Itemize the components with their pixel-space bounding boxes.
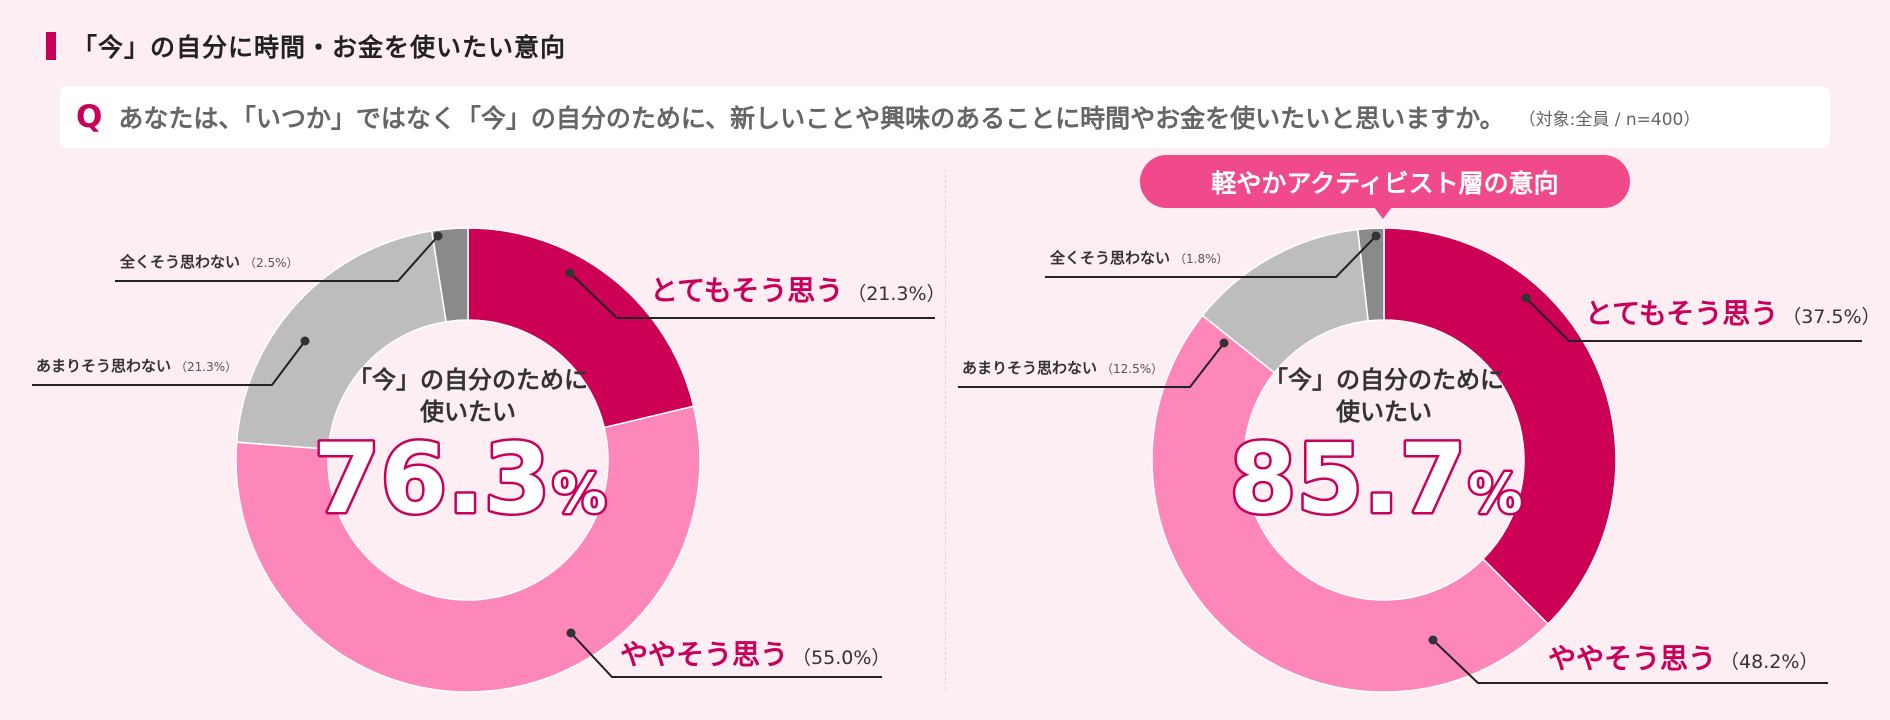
slice-label-value: （55.0%） <box>792 647 890 669</box>
center-label-line1: 「今」の自分のために <box>1264 366 1504 394</box>
slice-label-value: （21.3%） <box>175 360 237 374</box>
slice-label-name: ややそう思う <box>1548 642 1716 675</box>
leader-line-2 <box>1432 639 1828 684</box>
slice-label-name: とてもそう思う <box>650 274 843 307</box>
slice-label-value: （1.8%） <box>1174 252 1229 266</box>
question-mark: Q <box>76 99 103 135</box>
leader-line-3 <box>958 342 1225 388</box>
leader-dot-1 <box>565 268 575 278</box>
slice-label-3: あまりそう思わない （21.3%） <box>36 357 237 375</box>
slice-label-value: （21.3%） <box>847 283 945 305</box>
leader-line-2 <box>570 632 882 678</box>
center-label-line2: 使いたい <box>1335 398 1432 426</box>
slice-label-name: あまりそう思わない <box>36 357 171 375</box>
panel-divider <box>945 170 946 690</box>
section-title-text: 「今」の自分に時間・お金を使いたい意向 <box>72 33 567 62</box>
center-value-number: 76.3 <box>314 423 551 535</box>
slice-label-name: ややそう思う <box>620 638 788 671</box>
slice-label-4: 全くそう思わない （2.5%） <box>119 253 299 271</box>
slice-label-value: （12.5%） <box>1101 362 1163 376</box>
slice-label-value: （37.5%） <box>1782 306 1880 328</box>
donut-slice-3 <box>235 229 447 451</box>
donut-slice-4 <box>430 227 469 323</box>
leader-line-4 <box>1045 235 1377 278</box>
slice-label-2: ややそう思う （55.0%） <box>620 638 890 671</box>
segment-badge-label: 軽やかアクティビスト層の意向 <box>1211 168 1559 198</box>
center-value-unit: % <box>552 462 606 525</box>
center-value: 76.3% <box>314 423 607 535</box>
title-accent-bar <box>46 32 56 60</box>
donut-slice-1 <box>467 227 695 429</box>
leader-line-1 <box>1525 297 1862 342</box>
segment-badge-pointer <box>1374 207 1392 219</box>
question-note: （対象:全員 / n=400） <box>1518 109 1701 130</box>
slice-label-value: （2.5%） <box>244 256 299 270</box>
slice-label-name: 全くそう思わない <box>1049 249 1170 267</box>
center-value-unit: % <box>1468 462 1522 525</box>
leader-dot-2 <box>566 628 576 638</box>
donut-slice-2 <box>1151 314 1550 693</box>
leader-line-3 <box>32 340 306 386</box>
slice-label-value: （48.2%） <box>1720 651 1818 673</box>
segment-badge: 軽やかアクティビスト層の意向 <box>1140 155 1630 208</box>
leader-dot-2 <box>1428 635 1438 645</box>
slice-label-1: とてもそう思う （37.5%） <box>1585 297 1881 330</box>
slice-label-4: 全くそう思わない （1.8%） <box>1049 249 1229 267</box>
leader-dot-3 <box>1219 338 1229 348</box>
slice-label-name: あまりそう思わない <box>962 359 1097 377</box>
question-text: あなたは、「いつか」ではなく「今」の自分のために、新しいことや興味のあることに時… <box>118 104 1505 133</box>
slice-label-1: とてもそう思う （21.3%） <box>650 274 946 307</box>
leader-dot-4 <box>1371 231 1381 241</box>
donut-chart-1: とてもそう思う （21.3%）ややそう思う （55.0%）あまりそう思わない （21.… <box>32 227 946 693</box>
question-box: Q あなたは、「いつか」ではなく「今」の自分のために、新しいことや興味のあること… <box>60 86 1830 148</box>
center-label-line2: 使いたい <box>419 398 516 426</box>
donut-slice-1 <box>1383 227 1617 626</box>
leader-dot-3 <box>300 336 310 346</box>
donut-chart-2: とてもそう思う （37.5%） ややそう思う （48.2%） あまりそう思わない （12.… <box>958 227 1881 693</box>
leader-line-4 <box>115 235 439 282</box>
donut-slice-2 <box>235 405 701 693</box>
donut-slice-4 <box>1356 227 1385 322</box>
leader-dot-1 <box>1521 293 1531 303</box>
leader-line-1 <box>569 272 935 319</box>
center-label-line1: 「今」の自分のために <box>348 366 588 394</box>
center-value-number: 85.7 <box>1230 423 1467 535</box>
slice-label-name: とてもそう思う <box>1585 297 1778 330</box>
slice-label-2: ややそう思う （48.2%） <box>1548 642 1818 675</box>
leader-dot-4 <box>433 231 443 241</box>
center-value: 85.7% <box>1230 423 1523 535</box>
slice-label-3: あまりそう思わない （12.5%） <box>962 359 1163 377</box>
section-title: 「今」の自分に時間・お金を使いたい意向 <box>46 26 566 66</box>
slice-label-name: 全くそう思わない <box>119 253 240 271</box>
